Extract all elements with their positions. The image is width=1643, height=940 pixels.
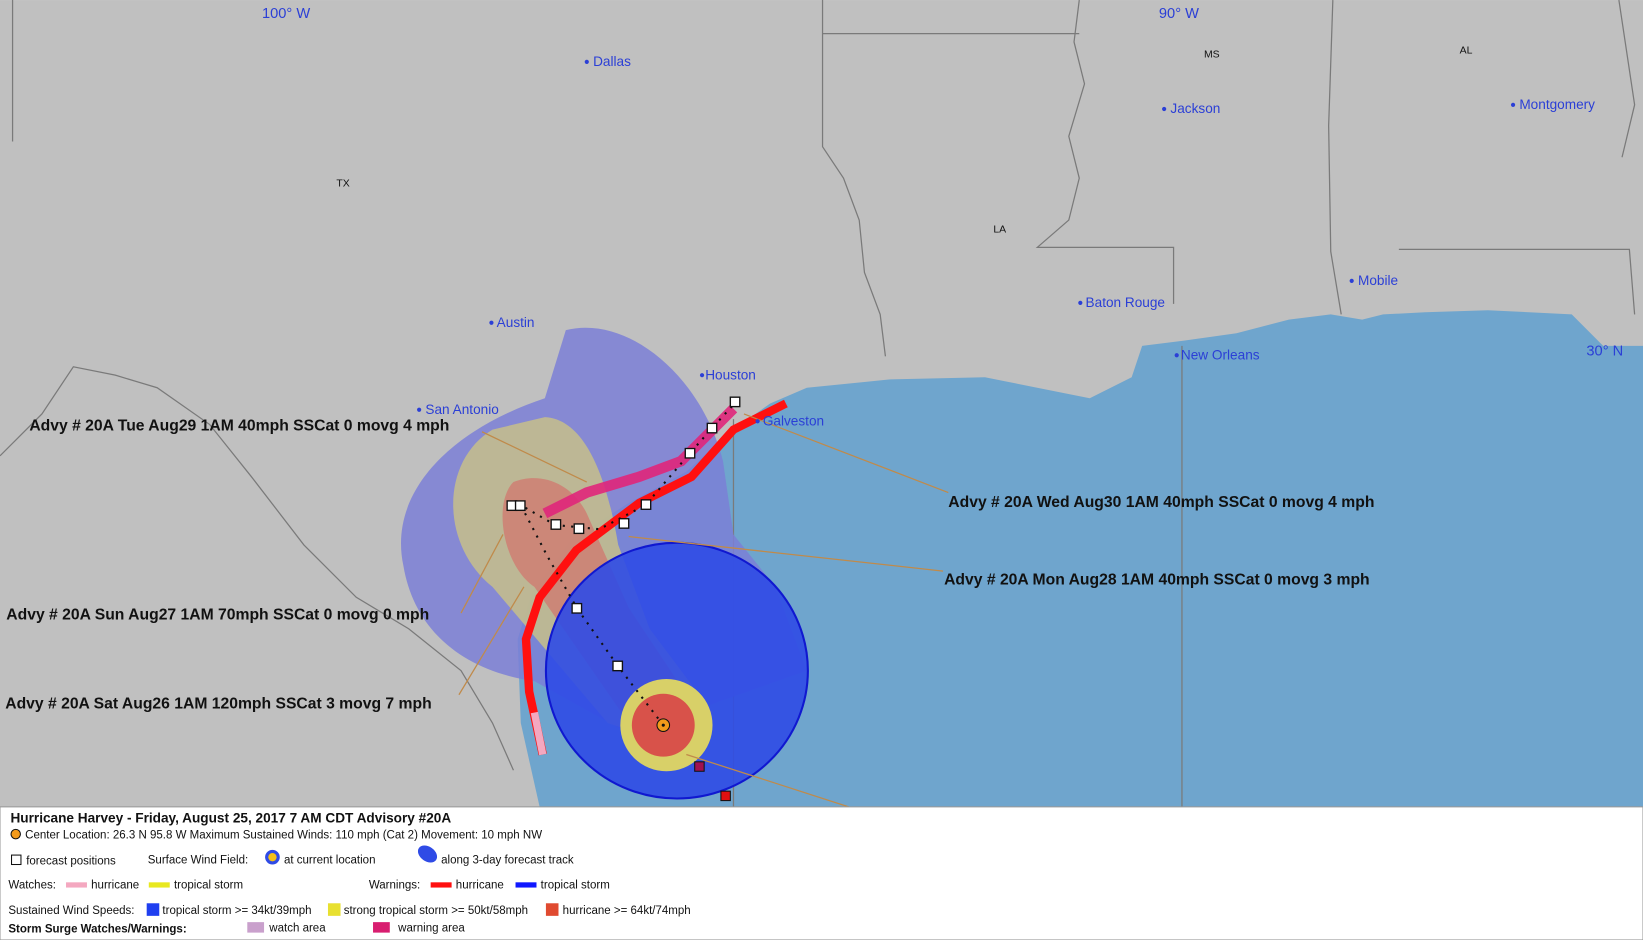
state-borders <box>0 0 1636 807</box>
legend-text: Warnings: <box>369 880 420 892</box>
annotation-leaders <box>458 413 949 808</box>
legend-text: hurricane <box>91 880 139 892</box>
legend-icon <box>515 882 537 888</box>
legend-text: strong tropical storm >= 50kt/58mph <box>344 905 528 917</box>
legend-icon <box>430 882 452 888</box>
legend-icon <box>146 903 160 916</box>
advisory-label: Advy # 20A Tue Aug29 1AM 40mph SSCat 0 m… <box>29 418 449 435</box>
legend-icon <box>327 903 341 916</box>
legend-text: Center Location: 26.3 N 95.8 W Maximum S… <box>25 829 542 841</box>
advisory-label: Advy # 20A Mon Aug28 1AM 40mph SSCat 0 m… <box>944 572 1370 589</box>
legend-text: Surface Wind Field: <box>148 854 248 866</box>
city-label: Galveston <box>763 413 824 428</box>
legend <box>0 806 1643 940</box>
legend-icon <box>417 845 438 863</box>
advisory-label: Advy # 20A Sun Aug27 1AM 70mph SSCat 0 m… <box>6 606 429 623</box>
city-label: Houston <box>705 367 756 382</box>
state-label: TX <box>336 179 349 190</box>
legend-text: at current location <box>284 854 376 866</box>
city-label: Baton Rouge <box>1086 295 1165 310</box>
state-label: AL <box>1460 45 1473 56</box>
ts-wind-circle <box>544 541 809 800</box>
legend-text: forecast positions <box>26 856 116 868</box>
marker <box>694 761 705 772</box>
city-label: Mobile <box>1358 273 1398 288</box>
grid-label: 90° W <box>1159 6 1199 22</box>
legend-icon <box>268 852 277 862</box>
hurricane-watch <box>530 711 547 756</box>
legend-icon <box>11 854 22 866</box>
legend-icon <box>545 903 559 916</box>
legend-icon <box>373 922 390 933</box>
legend-text: tropical storm >= 34kt/39mph <box>162 905 311 917</box>
legend-icon <box>247 922 265 933</box>
grid-label: 100° W <box>262 6 310 22</box>
state-label: LA <box>993 225 1006 236</box>
legend-text: watch area <box>268 923 326 935</box>
legend-text: hurricane <box>456 880 504 892</box>
legend-icon <box>148 882 170 888</box>
marker <box>720 790 731 802</box>
city-label: San Antonio <box>425 402 498 417</box>
advisory-label: Advy # 20A Wed Aug30 1AM 40mph SSCat 0 m… <box>948 494 1374 511</box>
forecast-positions <box>506 396 741 672</box>
city-label: Jackson <box>1170 101 1220 116</box>
city-label: Montgomery <box>1519 97 1595 112</box>
legend-icon <box>10 828 21 840</box>
city-label: Austin <box>497 315 535 330</box>
legend-text: hurricane >= 64kt/74mph <box>563 905 691 917</box>
legend-text: warning area <box>397 923 465 935</box>
legend-text: Sustained Wind Speeds: <box>8 905 134 917</box>
city-label: New Orleans <box>1181 347 1260 362</box>
legend-title: Hurricane Harvey - Friday, August 25, 20… <box>10 811 451 826</box>
city-dots <box>417 59 1516 424</box>
legend-text: Storm Surge Watches/Warnings: <box>8 924 186 936</box>
legend-icon <box>66 882 87 888</box>
grid-label: 30° N <box>1586 343 1623 359</box>
legend-text: tropical storm <box>174 880 243 892</box>
hurricane-warning <box>521 399 788 756</box>
advisory-label: Advy # 20A Sat Aug26 1AM 120mph SSCat 3 … <box>5 695 431 712</box>
legend-text: Watches: <box>8 880 56 892</box>
state-label: MS <box>1204 50 1220 61</box>
current-location-dot <box>661 723 665 727</box>
legend-text: along 3-day forecast track <box>441 854 574 866</box>
legend-text: tropical storm <box>541 880 610 892</box>
city-label: Dallas <box>593 54 631 69</box>
